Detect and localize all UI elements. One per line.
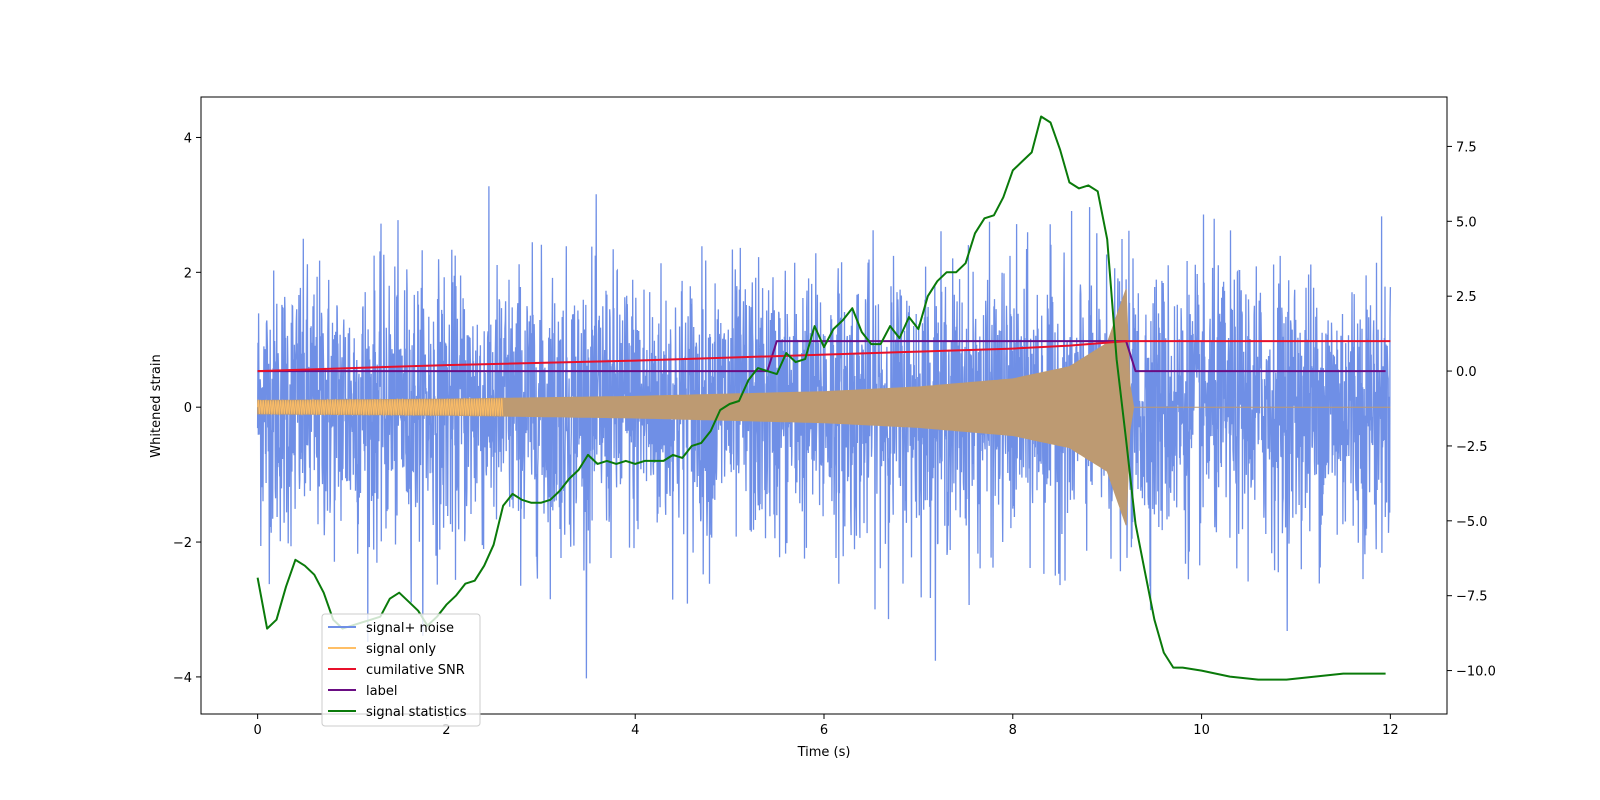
x-tick-label: 8 bbox=[1009, 723, 1017, 738]
legend-entry: cumilative SNR bbox=[366, 663, 465, 678]
x-tick-label: 2 bbox=[442, 723, 450, 738]
y-axis-label: Whitened strain bbox=[149, 354, 164, 457]
y-tick-label: −4 bbox=[173, 671, 192, 686]
legend: signal+ noise signal only cumilative SNR la… bbox=[321, 613, 481, 727]
y2-tick-label: 2.5 bbox=[1456, 290, 1477, 305]
y2-tick-label: 7.5 bbox=[1456, 140, 1477, 155]
series-signal-only bbox=[257, 289, 1391, 526]
legend-box bbox=[321, 613, 481, 727]
x-tick-label: 0 bbox=[253, 723, 261, 738]
series-cumulative-snr bbox=[257, 340, 1391, 373]
legend-entry: signal+ noise bbox=[366, 621, 454, 636]
legend-entry: signal only bbox=[366, 642, 436, 657]
y-tick-label: 2 bbox=[184, 266, 192, 281]
y-axis-right: −10.0 −7.5 −5.0 −2.5 0.0 2.5 5.0 7.5 bbox=[1447, 140, 1496, 680]
x-tick-label: 10 bbox=[1193, 723, 1210, 738]
y-tick-label: −2 bbox=[173, 536, 192, 551]
plot-area bbox=[256, 115, 1392, 681]
x-tick-label: 12 bbox=[1382, 723, 1399, 738]
legend-entry: label bbox=[366, 684, 397, 699]
y2-tick-label: 5.0 bbox=[1456, 215, 1477, 230]
series-label bbox=[257, 340, 1386, 373]
y2-tick-label: 0.0 bbox=[1456, 365, 1477, 380]
y2-tick-label: −7.5 bbox=[1456, 590, 1488, 605]
x-axis-label: Time (s) bbox=[797, 745, 851, 760]
y-axis-left: −4 −2 0 2 4 bbox=[173, 131, 201, 686]
series-signal-only-ripple bbox=[257, 397, 504, 417]
x-tick-label: 6 bbox=[820, 723, 828, 738]
y2-tick-label: −5.0 bbox=[1456, 515, 1488, 530]
y2-tick-label: −10.0 bbox=[1456, 665, 1496, 680]
x-tick-label: 4 bbox=[631, 723, 639, 738]
y-tick-label: 0 bbox=[184, 401, 192, 416]
y-tick-label: 4 bbox=[184, 131, 192, 146]
legend-entry: signal statistics bbox=[366, 705, 467, 720]
y2-tick-label: −2.5 bbox=[1456, 440, 1488, 455]
x-axis: 0 2 4 6 8 10 12 bbox=[253, 714, 1399, 738]
